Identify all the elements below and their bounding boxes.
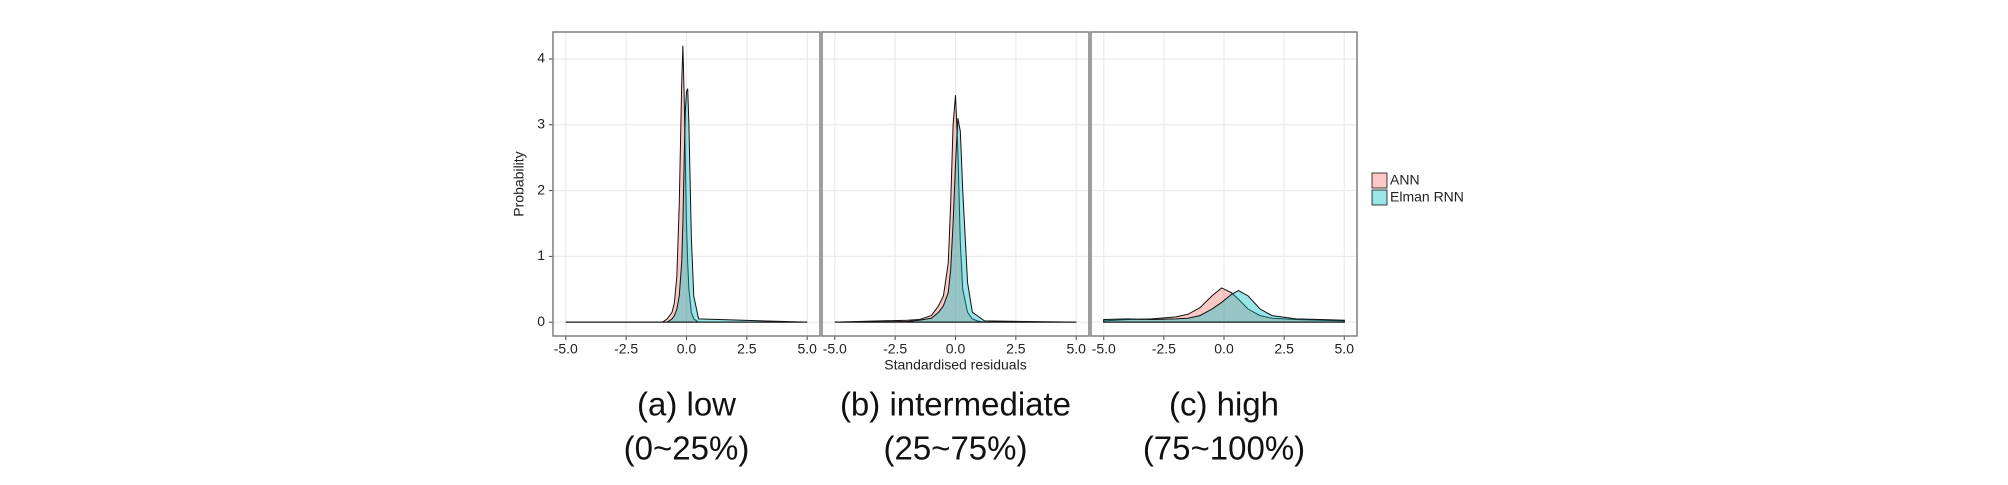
x-tick-label: -5.0 [554, 341, 578, 357]
caption: (75~100%) [1143, 430, 1305, 467]
legend-key [1371, 172, 1388, 189]
y-tick-label: 2 [537, 181, 545, 197]
x-tick-label: -5.0 [1092, 341, 1116, 357]
density-area [565, 88, 808, 323]
caption: (b) intermediate [840, 386, 1071, 423]
caption: (25~75%) [883, 430, 1027, 467]
caption: (c) high [1169, 386, 1279, 423]
panel-border [1090, 31, 1358, 337]
y-tick-label: 0 [537, 313, 545, 329]
x-tick-label: 5.0 [1335, 341, 1355, 357]
x-tick-label: 0.0 [677, 341, 697, 357]
x-tick-label: 2.5 [737, 341, 757, 357]
x-tick-label: 2.5 [1006, 341, 1026, 357]
density-area [565, 45, 808, 323]
x-tick-label: -2.5 [883, 341, 907, 357]
x-tick-label: 0.0 [1214, 341, 1234, 357]
caption: (a) low [637, 386, 736, 423]
caption: (0~25%) [624, 430, 750, 467]
x-tick-label: -2.5 [614, 341, 638, 357]
legend-label: ANN [1390, 172, 1420, 188]
y-tick-label: 4 [537, 50, 545, 66]
x-tick-label: 2.5 [1274, 341, 1294, 357]
x-tick-label: 5.0 [1066, 341, 1086, 357]
density-area [834, 118, 1077, 323]
density-area [1103, 290, 1345, 323]
legend-key [1371, 189, 1388, 206]
x-axis-label: Standardised residuals [884, 357, 1026, 373]
x-tick-label: -5.0 [823, 341, 847, 357]
legend-label: Elman RNN [1390, 189, 1464, 205]
x-tick-label: 5.0 [797, 341, 817, 357]
panel-border [821, 31, 1090, 337]
y-tick-label: 3 [537, 115, 545, 131]
density-area [834, 95, 1077, 323]
x-tick-label: 0.0 [946, 341, 966, 357]
y-axis-label: Probability [511, 151, 527, 216]
panel-border [552, 31, 821, 337]
x-tick-label: -2.5 [1152, 341, 1176, 357]
y-tick-label: 1 [537, 247, 545, 263]
